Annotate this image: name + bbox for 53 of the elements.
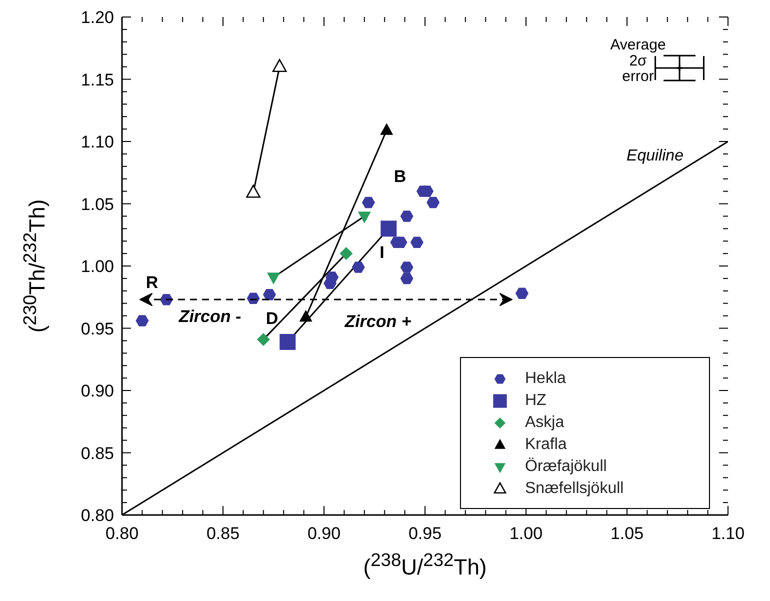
y-tick-label: 0.80	[80, 506, 114, 525]
annotation: R	[146, 272, 158, 292]
point	[246, 292, 260, 304]
y-tick-label: 0.90	[80, 382, 114, 400]
point	[340, 247, 353, 260]
point	[256, 332, 270, 346]
y-tick-label: 1.00	[80, 257, 114, 276]
annotation: Zircon +	[344, 312, 412, 331]
annotation: Average 2σ error	[610, 36, 666, 85]
point	[380, 123, 394, 135]
annotation: Zircon -	[178, 306, 242, 326]
annotation: D	[266, 308, 278, 328]
x-tick-label: 1.00	[509, 524, 543, 543]
legend-label: HZ	[525, 392, 546, 410]
legend-label: Askja	[525, 414, 564, 432]
point	[326, 272, 339, 283]
x-tick-label: 0.90	[307, 524, 341, 543]
point	[400, 272, 414, 284]
annotation: Equiline	[626, 148, 684, 165]
legend-label: Snæfellsjökull	[525, 480, 624, 498]
x-tick-label: 0.85	[206, 524, 240, 543]
point	[380, 220, 397, 237]
point	[400, 262, 414, 273]
point	[352, 262, 365, 273]
point	[400, 210, 414, 222]
point	[280, 334, 296, 350]
legend-label: Öræfajökull	[525, 458, 607, 476]
x-tick-label: 1.05	[610, 524, 644, 543]
point	[362, 196, 375, 208]
y-tick-label: 0.85	[80, 444, 114, 463]
point	[262, 289, 276, 300]
annotation: B	[394, 166, 406, 186]
y-tick-label: 1.20	[80, 8, 114, 27]
y-tick-label: 1.10	[80, 132, 114, 152]
legend-label: Hekla	[525, 370, 566, 388]
annotation: I	[380, 242, 384, 262]
point	[246, 184, 260, 198]
point	[358, 212, 371, 224]
x-tick-label: 1.10	[711, 524, 745, 543]
point	[267, 272, 280, 284]
y-tick-label: 1.05	[80, 194, 114, 214]
y-tick-label: 0.95	[80, 319, 114, 338]
point	[426, 196, 440, 208]
x-tick-label: 0.80	[105, 524, 139, 543]
legend-label: Krafla	[525, 436, 567, 454]
x-tick-label: 0.95	[408, 524, 442, 543]
x-axis-title: ($^{238}$U/$^{232}$Th)	[362, 549, 488, 580]
point	[410, 236, 424, 248]
point	[299, 310, 312, 322]
point	[136, 315, 149, 326]
point	[515, 288, 528, 300]
point	[272, 59, 287, 72]
y-tick-label: 1.15	[80, 70, 114, 90]
